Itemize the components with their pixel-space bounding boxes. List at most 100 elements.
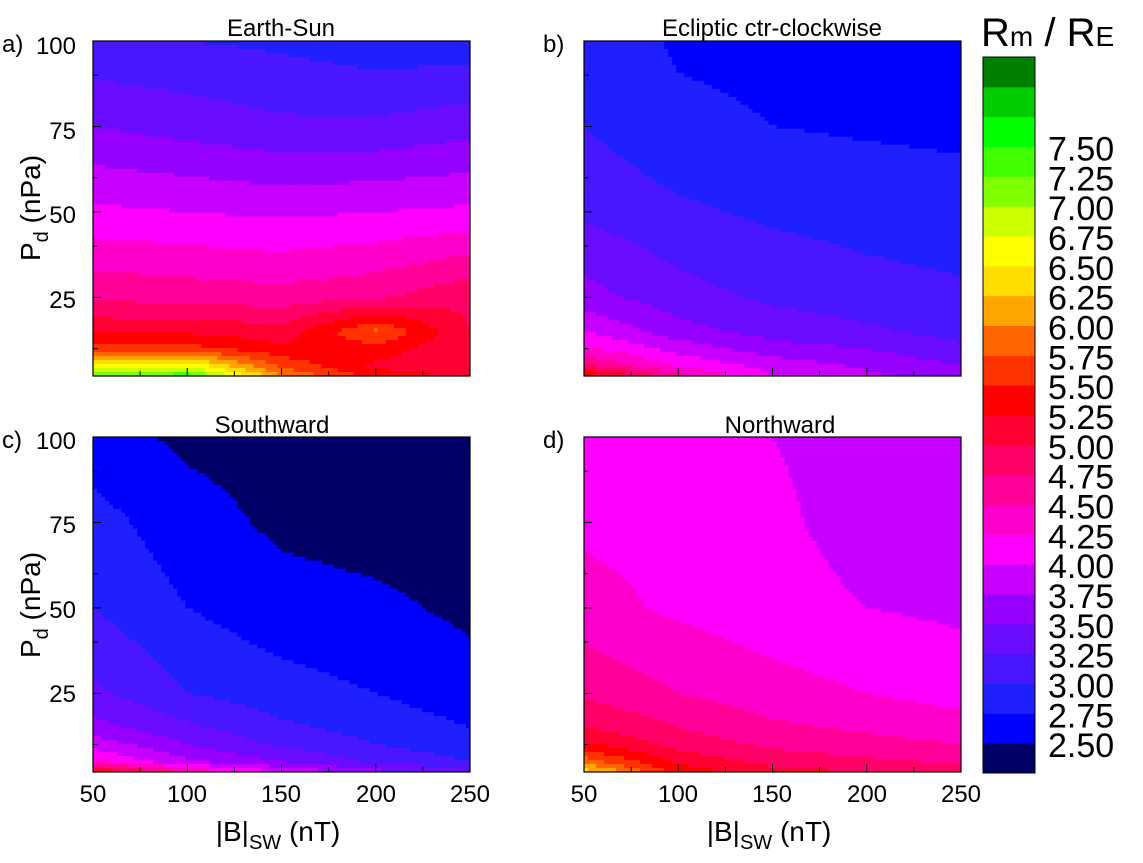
contour-cell xyxy=(213,172,218,178)
contour-cell xyxy=(397,148,403,154)
contour-cell xyxy=(161,132,166,138)
contour-cell xyxy=(133,60,138,66)
contour-cell xyxy=(397,244,403,249)
contour-cell xyxy=(413,44,419,50)
contour-cell xyxy=(345,248,351,253)
contour-cell xyxy=(153,132,158,138)
contour-cell xyxy=(137,192,142,198)
contour-cell xyxy=(389,180,395,186)
contour-cell xyxy=(249,80,255,86)
contour-cell xyxy=(201,56,206,62)
contour-cell xyxy=(357,232,363,238)
contour-cell xyxy=(201,176,206,182)
contour-cell xyxy=(369,176,375,182)
contour-cell xyxy=(417,64,423,70)
contour-cell xyxy=(405,44,411,50)
contour-cell xyxy=(269,204,275,210)
contour-cell xyxy=(189,44,194,50)
contour-cell xyxy=(189,144,194,150)
contour-cell xyxy=(433,244,439,249)
contour-cell xyxy=(157,104,162,110)
contour-cell xyxy=(133,152,138,158)
contour-cell xyxy=(137,196,142,202)
contour-cell xyxy=(337,212,343,218)
contour-cell xyxy=(393,196,399,202)
contour-cell xyxy=(117,108,122,114)
contour-cell xyxy=(369,224,375,230)
contour-cell xyxy=(153,176,158,182)
contour-cell xyxy=(169,52,174,58)
contour-cell xyxy=(309,148,315,154)
contour-cell xyxy=(465,88,470,94)
contour-cell xyxy=(261,176,267,182)
contour-cell xyxy=(445,248,451,253)
contour-cell xyxy=(441,168,447,174)
contour-cell xyxy=(189,84,194,90)
contour-cell xyxy=(105,100,110,106)
contour-cell xyxy=(221,64,226,70)
contour-cell xyxy=(425,64,431,70)
contour-cell xyxy=(157,136,162,142)
contour-cell xyxy=(209,68,214,74)
contour-cell xyxy=(429,212,435,218)
contour-cell xyxy=(153,184,158,190)
contour-cell xyxy=(353,196,359,202)
contour-cell xyxy=(233,100,238,106)
contour-cell xyxy=(237,88,242,94)
contour-cell xyxy=(233,88,238,94)
contour-cell xyxy=(233,212,238,218)
contour-cell xyxy=(117,184,122,190)
contour-cell xyxy=(93,200,98,206)
contour-cell xyxy=(181,180,186,186)
contour-cell xyxy=(445,88,451,94)
contour-cell xyxy=(345,76,351,82)
contour-cell xyxy=(261,92,267,98)
contour-cell xyxy=(193,44,198,50)
contour-cell xyxy=(445,236,451,242)
contour-cell xyxy=(105,52,110,58)
contour-cell xyxy=(217,168,222,174)
contour-cell xyxy=(437,208,443,214)
contour-cell xyxy=(209,164,214,170)
contour-cell xyxy=(349,92,355,98)
contour-cell xyxy=(457,212,463,218)
contour-cell xyxy=(173,156,178,162)
contour-cell xyxy=(109,124,114,130)
contour-cell xyxy=(389,128,395,134)
contour-cell xyxy=(325,144,331,150)
contour-cell xyxy=(233,76,238,82)
contour-cell xyxy=(193,41,198,46)
contour-cell xyxy=(433,140,439,146)
contour-cell xyxy=(461,148,467,154)
contour-cell xyxy=(101,88,106,94)
contour-cell xyxy=(409,196,415,202)
contour-cell xyxy=(157,68,162,74)
contour-cell xyxy=(269,68,275,74)
contour-cell xyxy=(237,180,242,186)
contour-cell xyxy=(325,168,331,174)
contour-cell xyxy=(141,108,146,114)
contour-cell xyxy=(373,41,379,46)
contour-cell xyxy=(273,52,279,58)
contour-cell xyxy=(293,132,299,138)
contour-cell xyxy=(197,80,202,86)
contour-cell xyxy=(309,52,315,58)
contour-cell xyxy=(217,172,222,178)
contour-cell xyxy=(145,224,150,230)
contour-cell xyxy=(281,228,287,234)
contour-cell xyxy=(165,64,170,70)
contour-cell xyxy=(241,236,246,242)
contour-cell xyxy=(453,104,459,110)
contour-cell xyxy=(153,208,158,214)
contour-cell xyxy=(457,172,463,178)
contour-cell xyxy=(257,240,263,245)
contour-cell xyxy=(217,104,222,110)
contour-cell xyxy=(397,120,403,126)
contour-cell xyxy=(301,248,307,253)
contour-cell xyxy=(181,224,186,230)
contour-cell xyxy=(337,180,343,186)
contour-cell xyxy=(233,168,238,174)
contour-cell xyxy=(93,148,98,154)
contour-cell xyxy=(261,240,267,245)
contour-cell xyxy=(205,216,210,222)
